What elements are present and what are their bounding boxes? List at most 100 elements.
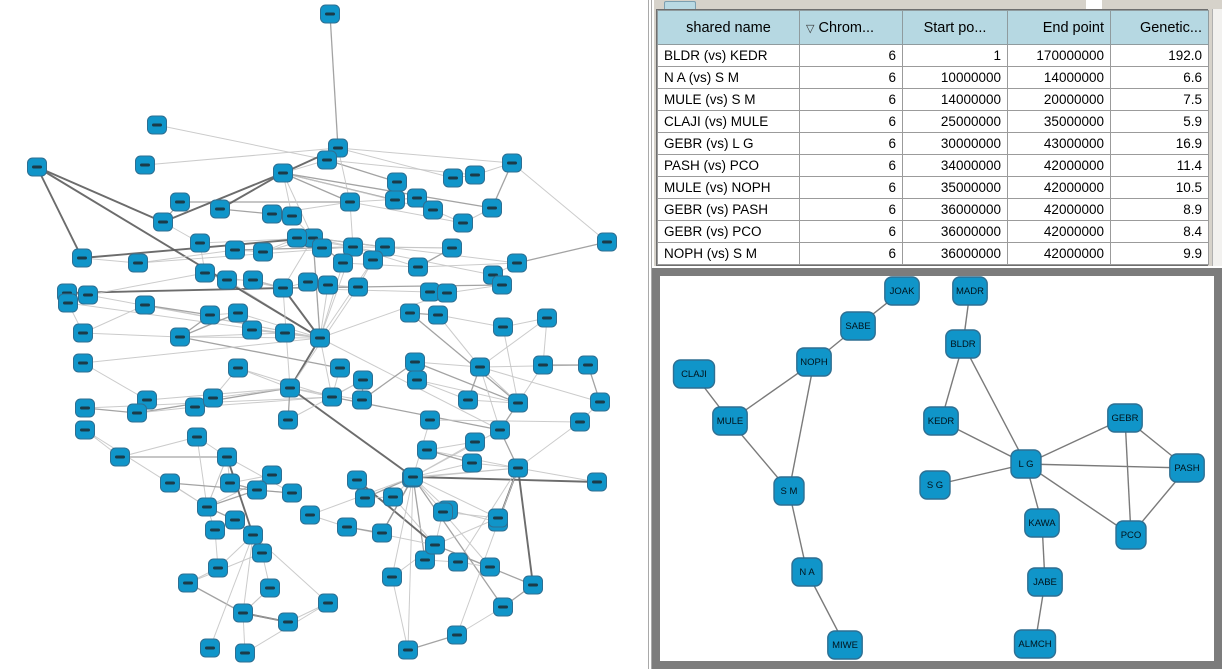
network-node[interactable] [273,163,293,183]
table-cell[interactable]: 6 [799,220,903,243]
table-cell[interactable]: MULE (vs) NOPH [657,176,800,199]
network-node[interactable] [233,603,253,623]
network-node[interactable] [243,270,263,290]
table-row[interactable]: PASH (vs) PCO 6 34000000 42000000 11.4 [657,154,1209,177]
network-node[interactable] [533,355,553,375]
table-cell[interactable]: 35000000 [1007,110,1111,133]
network-node[interactable] [493,597,513,617]
table-row[interactable]: N A (vs) S M 6 10000000 14000000 6.6 [657,66,1209,89]
table-row[interactable]: MULE (vs) NOPH 6 35000000 42000000 10.5 [657,176,1209,199]
table-cell[interactable]: 42000000 [1007,242,1111,265]
network-node[interactable] [282,206,302,226]
table-cell[interactable]: GEBR (vs) L G [657,132,800,155]
network-node[interactable] [197,497,217,517]
network-node[interactable] [372,523,392,543]
network-node[interactable] [355,488,375,508]
table-cell[interactable]: 1 [902,44,1008,67]
network-node[interactable] [58,293,78,313]
table-cell[interactable]: 20000000 [1007,88,1111,111]
network-node[interactable] [310,328,330,348]
network-node[interactable] [490,420,510,440]
network-node[interactable] [275,323,295,343]
table-row[interactable]: GEBR (vs) PCO 6 36000000 42000000 8.4 [657,220,1209,243]
network-node-sabe[interactable]: SABE [840,311,876,341]
network-node[interactable] [587,472,607,492]
network-node[interactable] [537,308,557,328]
table-row[interactable]: CLAJI (vs) MULE 6 25000000 35000000 5.9 [657,110,1209,133]
network-node[interactable] [383,487,403,507]
network-node[interactable] [507,253,527,273]
network-node[interactable] [135,295,155,315]
network-node[interactable] [407,188,427,208]
table-cell[interactable]: 14000000 [902,88,1008,111]
table-cell[interactable]: 6 [799,66,903,89]
table-cell[interactable]: 6 [799,132,903,155]
network-node[interactable] [453,213,473,233]
table-cell[interactable]: 170000000 [1007,44,1111,67]
network-node[interactable] [523,575,543,595]
network-node-l-g[interactable]: L G [1010,449,1042,479]
network-node-gebr[interactable]: GEBR [1107,403,1143,433]
network-node-kedr[interactable]: KEDR [923,406,959,436]
table-cell[interactable]: 42000000 [1007,220,1111,243]
network-node[interactable] [597,232,617,252]
network-node[interactable] [75,420,95,440]
table-cell[interactable]: 6 [799,44,903,67]
network-node-kawa[interactable]: KAWA [1024,508,1060,538]
network-node[interactable] [442,238,462,258]
network-node[interactable] [318,275,338,295]
network-node[interactable] [273,278,293,298]
network-node-pash[interactable]: PASH [1169,453,1205,483]
network-node[interactable] [458,390,478,410]
table-cell[interactable]: NOPH (vs) S M [657,242,800,265]
network-node[interactable] [385,190,405,210]
network-node-s-m[interactable]: S M [773,476,805,506]
network-node[interactable] [203,388,223,408]
column-header-3[interactable]: End point [1007,10,1111,45]
network-node[interactable] [488,508,508,528]
network-node[interactable] [352,390,372,410]
network-node[interactable] [340,192,360,212]
column-header-2[interactable]: Start po... [902,10,1008,45]
table-cell[interactable]: 11.4 [1110,154,1209,177]
network-node[interactable] [348,277,368,297]
network-node[interactable] [287,228,307,248]
network-node[interactable] [493,317,513,337]
network-node[interactable] [508,458,528,478]
network-node[interactable] [153,212,173,232]
network-node[interactable] [170,192,190,212]
table-cell[interactable]: 6 [799,110,903,133]
network-node[interactable] [443,168,463,188]
table-cell[interactable]: 36000000 [902,242,1008,265]
network-node[interactable] [330,358,350,378]
table-cell[interactable]: 10000000 [902,66,1008,89]
network-node[interactable] [448,552,468,572]
network-node[interactable] [347,470,367,490]
table-scrollbar[interactable] [1212,9,1222,266]
network-node[interactable] [337,517,357,537]
network-node[interactable] [128,253,148,273]
network-node[interactable] [208,558,228,578]
network-node[interactable] [228,358,248,378]
table-cell[interactable]: 6.6 [1110,66,1209,89]
network-node[interactable] [502,153,522,173]
network-node[interactable] [127,403,147,423]
network-node[interactable] [407,370,427,390]
network-node-pco[interactable]: PCO [1115,520,1147,550]
network-node[interactable] [462,453,482,473]
network-node[interactable] [423,200,443,220]
table-cell[interactable]: 6 [799,176,903,199]
network-node[interactable] [252,543,272,563]
network-node[interactable] [465,165,485,185]
network-node[interactable] [278,410,298,430]
big-network-canvas[interactable] [0,0,646,669]
network-node[interactable] [420,282,440,302]
table-cell[interactable]: BLDR (vs) KEDR [657,44,800,67]
table-cell[interactable]: 36000000 [902,220,1008,243]
network-node[interactable] [225,240,245,260]
network-node[interactable] [178,573,198,593]
network-node[interactable] [482,198,502,218]
network-node[interactable] [228,303,248,323]
table-cell[interactable]: 8.9 [1110,198,1209,221]
table-cell[interactable]: MULE (vs) S M [657,88,800,111]
